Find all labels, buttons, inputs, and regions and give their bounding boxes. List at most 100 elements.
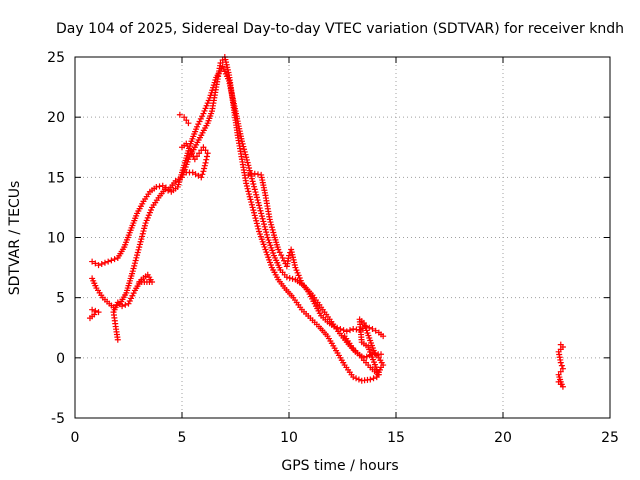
data-point	[95, 309, 102, 316]
grid	[75, 57, 610, 418]
data-point	[269, 226, 276, 233]
data-point	[119, 303, 126, 310]
data-point	[251, 170, 258, 177]
data-point	[557, 368, 564, 375]
data-point	[268, 224, 275, 231]
series-track-5	[179, 140, 211, 181]
data-point	[241, 148, 248, 155]
data-point	[250, 181, 257, 188]
data-point	[122, 301, 129, 308]
data-point	[138, 236, 145, 243]
data-point	[196, 118, 203, 125]
data-point	[254, 223, 261, 230]
data-point	[143, 217, 150, 224]
data-point	[334, 324, 341, 331]
data-point	[131, 262, 138, 269]
series-track-8	[341, 316, 387, 378]
data-point	[91, 311, 98, 318]
data-point	[239, 140, 246, 147]
data-point	[558, 362, 565, 369]
data-point	[258, 210, 265, 217]
data-point	[256, 205, 263, 212]
data-point	[130, 265, 137, 272]
data-point	[199, 171, 206, 178]
data-point	[243, 154, 250, 161]
data-point	[159, 182, 166, 189]
data-point	[139, 233, 146, 240]
data-point	[243, 156, 250, 163]
data-point	[286, 275, 293, 282]
data-point	[200, 168, 207, 175]
chart-title: Day 104 of 2025, Sidereal Day-to-day VTE…	[56, 21, 624, 37]
data-point	[195, 121, 202, 128]
data-point	[202, 105, 209, 112]
series-track-4	[86, 306, 102, 322]
data-point	[343, 328, 350, 335]
data-point	[201, 165, 208, 172]
data-point	[268, 221, 275, 228]
data-point	[176, 111, 183, 118]
axis-ticks: 0 5 10 15 20 25 -5 0 5 10 15 20 25	[47, 50, 619, 446]
data-point	[89, 306, 96, 313]
data-point	[245, 171, 252, 178]
data-point	[89, 258, 96, 265]
data-point	[217, 60, 224, 67]
data-point	[367, 376, 374, 383]
data-point	[98, 260, 105, 267]
series-track-7	[245, 170, 387, 340]
x-tick-label: 5	[178, 430, 187, 446]
data-point	[261, 221, 268, 228]
data-point	[244, 185, 251, 192]
data-point	[139, 230, 146, 237]
data-point	[283, 274, 290, 281]
data-point	[350, 325, 357, 332]
data-point	[146, 209, 153, 216]
y-tick-label: 25	[47, 50, 65, 66]
data-point	[129, 268, 136, 275]
data-point	[111, 256, 118, 263]
data-point	[380, 333, 387, 340]
data-point	[255, 225, 262, 232]
data-point	[248, 201, 255, 208]
data-point	[254, 197, 261, 204]
data-point	[240, 143, 247, 150]
data-point	[248, 199, 255, 206]
data-point	[129, 292, 136, 299]
data-point	[144, 214, 151, 221]
data-point	[203, 153, 210, 160]
series-track-6	[176, 111, 192, 127]
data-point	[251, 209, 258, 216]
y-tick-label: 5	[56, 291, 65, 307]
data-point	[262, 226, 269, 233]
x-tick-label: 20	[494, 430, 512, 446]
data-point	[559, 365, 566, 372]
data-point	[253, 191, 260, 198]
data-point	[197, 115, 204, 122]
data-point	[297, 277, 304, 284]
data-point	[141, 225, 148, 232]
x-axis-title: GPS time / hours	[281, 458, 398, 474]
data-point	[183, 169, 190, 176]
data-point	[203, 102, 210, 109]
data-point	[372, 327, 379, 334]
data-point	[253, 194, 260, 201]
data-point	[253, 217, 260, 224]
data-point	[261, 223, 268, 230]
data-point	[172, 177, 179, 184]
data-point	[92, 260, 99, 267]
data-point	[165, 187, 172, 194]
data-point	[92, 307, 99, 314]
x-tick-label: 0	[71, 430, 80, 446]
data-point	[201, 162, 208, 169]
data-point	[131, 260, 138, 267]
data-point	[346, 327, 353, 334]
data-point	[260, 218, 267, 225]
data-point	[246, 164, 253, 171]
data-point	[330, 323, 337, 330]
data-point	[369, 325, 376, 332]
data-point	[557, 359, 564, 366]
data-point	[202, 147, 209, 154]
data-point	[134, 249, 141, 256]
data-point	[108, 257, 115, 264]
